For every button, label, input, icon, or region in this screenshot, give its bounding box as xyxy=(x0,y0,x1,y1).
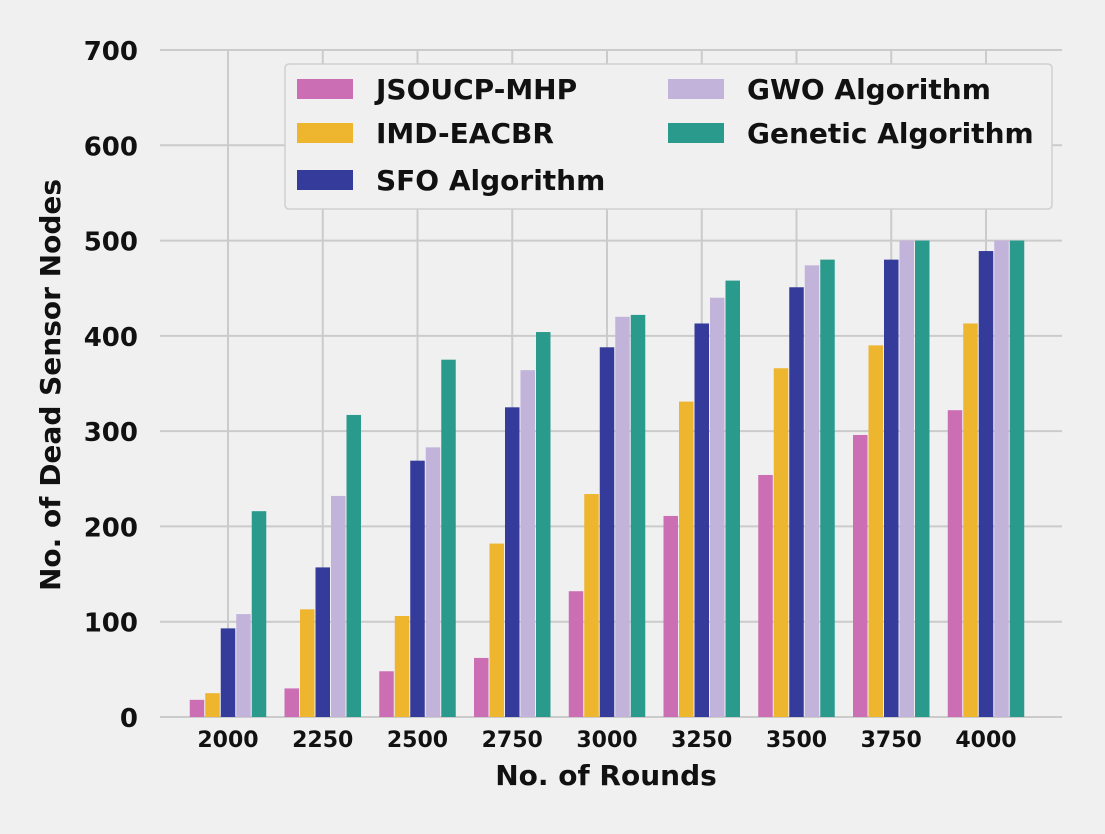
x-tick-label: 4000 xyxy=(955,728,1016,753)
x-tick-label: 3250 xyxy=(671,728,732,753)
bar-imd-eacbr-2000 xyxy=(205,693,220,717)
x-tick-label: 2000 xyxy=(197,728,258,753)
bar-sfo-algorithm-2250 xyxy=(315,567,330,717)
legend-label: GWO Algorithm xyxy=(747,73,991,106)
bar-jsoucp-mhp-2250 xyxy=(284,688,299,717)
bar-sfo-algorithm-3750 xyxy=(884,259,899,717)
legend-swatch xyxy=(297,170,353,190)
bar-genetic-algorithm-3750 xyxy=(915,240,930,718)
bar-gwo-algorithm-3750 xyxy=(899,240,914,718)
x-tick-label: 2500 xyxy=(387,728,448,753)
legend-swatch xyxy=(297,79,353,99)
bar-jsoucp-mhp-2750 xyxy=(474,657,489,717)
bar-imd-eacbr-2750 xyxy=(489,543,504,717)
bar-sfo-algorithm-3250 xyxy=(694,323,709,717)
bar-jsoucp-mhp-3250 xyxy=(663,515,678,717)
bar-sfo-algorithm-3500 xyxy=(789,287,804,717)
legend-label: SFO Algorithm xyxy=(376,164,605,197)
x-tick-label: 3750 xyxy=(861,728,922,753)
bar-gwo-algorithm-3500 xyxy=(804,265,820,717)
bar-genetic-algorithm-3000 xyxy=(630,314,646,717)
bar-imd-eacbr-2250 xyxy=(300,609,315,717)
bar-jsoucp-mhp-3750 xyxy=(853,434,868,717)
bar-gwo-algorithm-3250 xyxy=(710,297,725,717)
legend-label: JSOUCP-MHP xyxy=(374,73,577,106)
bar-genetic-algorithm-2750 xyxy=(536,332,551,717)
legend-swatch xyxy=(668,79,724,99)
bar-imd-eacbr-3250 xyxy=(679,401,694,717)
x-axis-label: No. of Rounds xyxy=(495,759,717,792)
bar-sfo-algorithm-2750 xyxy=(505,407,520,717)
y-tick-label: 600 xyxy=(84,132,138,162)
bar-gwo-algorithm-2250 xyxy=(331,495,346,717)
legend-label: IMD-EACBR xyxy=(376,117,554,150)
bar-genetic-algorithm-3500 xyxy=(820,259,835,717)
bar-imd-eacbr-3000 xyxy=(584,494,599,717)
legend-label: Genetic Algorithm xyxy=(747,117,1034,150)
bar-imd-eacbr-4000 xyxy=(963,323,978,717)
y-tick-label: 500 xyxy=(84,228,138,258)
bar-sfo-algorithm-2500 xyxy=(410,460,425,717)
bar-gwo-algorithm-3000 xyxy=(615,316,630,717)
y-tick-label: 0 xyxy=(120,704,138,734)
bar-jsoucp-mhp-2000 xyxy=(189,699,205,717)
bars xyxy=(189,240,1025,718)
y-tick-label: 100 xyxy=(84,609,138,639)
y-tick-label: 200 xyxy=(84,513,138,543)
legend: JSOUCP-MHP IMD-EACBR SFO Algorithm GWO Algo… xyxy=(284,63,1053,210)
bar-gwo-algorithm-2750 xyxy=(520,370,535,717)
bar-gwo-algorithm-2500 xyxy=(425,447,441,717)
bar-genetic-algorithm-2250 xyxy=(346,414,361,717)
y-tick-label: 400 xyxy=(84,323,138,353)
y-tick-label: 300 xyxy=(84,418,138,448)
bar-genetic-algorithm-3250 xyxy=(725,280,740,717)
bar-jsoucp-mhp-2500 xyxy=(379,671,394,717)
legend-swatch xyxy=(297,123,353,143)
x-tick-label: 3500 xyxy=(766,728,827,753)
y-tick-labels: 0 100 200 300 400 500 600 700 xyxy=(84,37,138,734)
bar-sfo-algorithm-4000 xyxy=(978,251,994,717)
bar-imd-eacbr-3750 xyxy=(868,345,883,717)
x-tick-labels: 2000 2250 2500 2750 3000 3250 3500 3750 4000 xyxy=(197,728,1016,753)
y-axis-label: No. of Dead Sensor Nodes xyxy=(34,179,67,591)
bar-imd-eacbr-2500 xyxy=(394,615,410,717)
bar-sfo-algorithm-3000 xyxy=(599,347,615,717)
bar-sfo-algorithm-2000 xyxy=(220,628,236,717)
bar-genetic-algorithm-2500 xyxy=(441,359,456,717)
bar-gwo-algorithm-4000 xyxy=(994,240,1009,718)
bar-imd-eacbr-3500 xyxy=(773,368,789,717)
bar-gwo-algorithm-2000 xyxy=(236,614,251,717)
y-tick-label: 700 xyxy=(84,37,138,67)
legend-swatch xyxy=(668,123,724,143)
bar-jsoucp-mhp-3500 xyxy=(758,474,773,717)
bar-jsoucp-mhp-3000 xyxy=(568,591,584,717)
bar-jsoucp-mhp-4000 xyxy=(947,410,963,717)
x-tick-label: 2250 xyxy=(292,728,353,753)
bar-genetic-algorithm-4000 xyxy=(1009,240,1025,718)
x-tick-label: 2750 xyxy=(482,728,543,753)
x-tick-label: 3000 xyxy=(576,728,637,753)
bar-genetic-algorithm-2000 xyxy=(251,511,267,717)
